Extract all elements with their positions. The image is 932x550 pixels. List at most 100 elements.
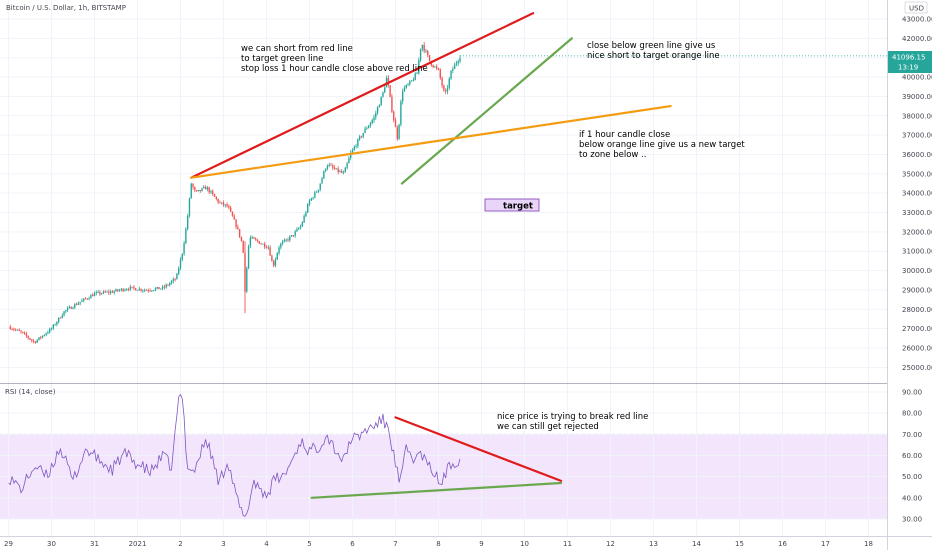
candle-body bbox=[405, 84, 407, 88]
note-rsi-2: we can still get rejected bbox=[497, 422, 599, 432]
candle-body bbox=[265, 247, 268, 248]
candle-body bbox=[100, 293, 103, 295]
price-tick-label: 43000.00 bbox=[902, 16, 932, 24]
candle-body bbox=[161, 286, 164, 289]
candle-body bbox=[63, 311, 65, 316]
candle-body bbox=[391, 96, 393, 112]
candle-body bbox=[36, 339, 38, 343]
candle-body bbox=[328, 164, 330, 166]
candle-body bbox=[77, 303, 80, 305]
candle-body bbox=[436, 66, 438, 69]
price-tick-label: 35000.00 bbox=[902, 170, 932, 178]
candle-body bbox=[371, 120, 373, 124]
candle-body bbox=[174, 279, 176, 280]
candle-body bbox=[129, 286, 132, 290]
candle-body bbox=[443, 85, 445, 91]
candle-body bbox=[75, 304, 78, 306]
candle-body bbox=[362, 132, 364, 137]
candle-body bbox=[88, 298, 90, 300]
candle-body bbox=[251, 237, 253, 239]
candle-body bbox=[167, 284, 169, 286]
candle-body bbox=[272, 261, 275, 266]
price-tick-label: 27000.00 bbox=[902, 325, 932, 333]
rsi-tick-label: 50.00 bbox=[902, 473, 922, 481]
candle-body bbox=[289, 236, 291, 241]
candle-body bbox=[9, 326, 11, 330]
price-tick-label: 31000.00 bbox=[902, 248, 932, 256]
time-tick-label: 15 bbox=[735, 540, 744, 548]
note-rsi-1: nice price is trying to break red line bbox=[497, 412, 648, 422]
candle-body bbox=[432, 65, 434, 67]
candle-body bbox=[428, 55, 431, 61]
candle-body bbox=[437, 68, 440, 70]
candle-body bbox=[154, 288, 157, 291]
candle-body bbox=[126, 289, 128, 291]
note-red-line: we can short from red line to target gre… bbox=[241, 44, 428, 74]
candle-body bbox=[305, 212, 307, 216]
target-label: target bbox=[503, 202, 533, 212]
currency-box[interactable]: USD bbox=[904, 1, 928, 14]
note-green-line-1: close below green line give us bbox=[587, 41, 716, 51]
time-tick-label: 18 bbox=[864, 540, 873, 548]
candle-body bbox=[387, 77, 390, 86]
candle-body bbox=[40, 337, 42, 339]
candle-body bbox=[131, 286, 133, 288]
candle-body bbox=[13, 329, 15, 331]
candle-body bbox=[229, 207, 232, 212]
candle-body bbox=[450, 70, 452, 79]
candle-body bbox=[38, 337, 40, 340]
time-tick-label: 3 bbox=[221, 540, 225, 548]
candle-body bbox=[32, 340, 35, 342]
candle-body bbox=[115, 289, 117, 292]
candle-body bbox=[283, 239, 286, 242]
rsi-tick-label: 60.00 bbox=[902, 452, 922, 460]
candle-body bbox=[95, 292, 97, 294]
price-tick-label: 29000.00 bbox=[902, 286, 932, 294]
candle-body bbox=[147, 290, 149, 292]
candle-body bbox=[366, 128, 368, 130]
candle-body bbox=[106, 291, 108, 293]
candle-body bbox=[11, 329, 13, 330]
candle-body bbox=[206, 187, 209, 190]
price-tick-label: 36000.00 bbox=[902, 151, 932, 159]
candle-body bbox=[400, 101, 402, 125]
candle-body bbox=[215, 196, 218, 199]
candle-body bbox=[453, 64, 456, 69]
candle-body bbox=[93, 293, 96, 297]
time-tick-label: 11 bbox=[563, 540, 572, 548]
candle-body bbox=[57, 317, 60, 322]
candle-body bbox=[301, 222, 304, 227]
candle-body bbox=[364, 128, 366, 133]
candle-body bbox=[439, 69, 441, 79]
price-tick-label: 38000.00 bbox=[902, 112, 932, 120]
candle-body bbox=[280, 243, 282, 248]
price-tick-label: 25000.00 bbox=[902, 364, 932, 372]
note-orange-line-1: if 1 hour candle close bbox=[579, 130, 670, 140]
note-red-line-3: stop loss 1 hour candle close above red … bbox=[241, 64, 428, 74]
last-price-value: 41096.15 bbox=[892, 54, 925, 62]
candle-body bbox=[20, 330, 22, 332]
candle-body bbox=[242, 240, 244, 253]
candle-body bbox=[360, 136, 363, 138]
candle-body bbox=[99, 291, 101, 295]
price-tick-label: 28000.00 bbox=[902, 306, 932, 314]
candle-body bbox=[213, 194, 216, 197]
candle-body bbox=[351, 149, 354, 153]
note-rsi: nice price is trying to break red line w… bbox=[497, 412, 651, 432]
candle-body bbox=[197, 189, 200, 192]
candle-body bbox=[208, 187, 210, 193]
candle-body bbox=[97, 291, 99, 293]
rsi-tick-label: 70.00 bbox=[902, 431, 922, 439]
candle-body bbox=[72, 307, 74, 309]
candle-body bbox=[393, 111, 395, 120]
candle-body bbox=[384, 87, 386, 93]
trendline-price-red bbox=[190, 12, 535, 179]
candle-body bbox=[376, 107, 379, 114]
candle-body bbox=[158, 287, 160, 290]
rsi-title: RSI (14, close) bbox=[5, 388, 56, 396]
candle-body bbox=[267, 247, 269, 249]
candle-body bbox=[346, 163, 348, 168]
rsi-series bbox=[8, 393, 461, 517]
candle-body bbox=[342, 172, 345, 174]
